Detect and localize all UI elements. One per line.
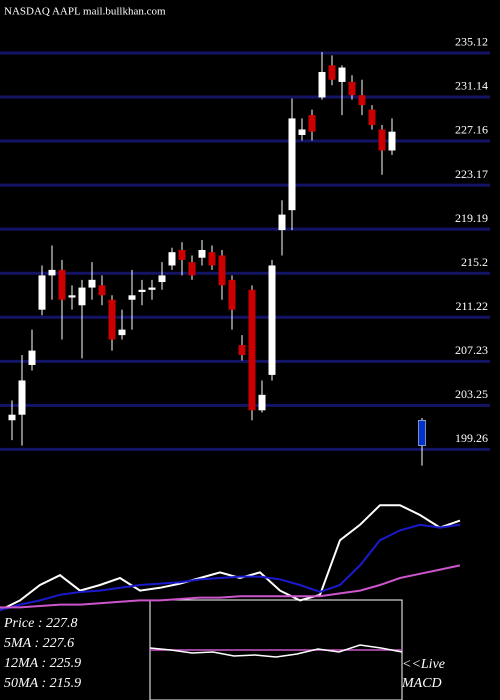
candle-body [38, 275, 46, 310]
indicator-line [0, 523, 461, 612]
info-separator: : [38, 656, 50, 671]
candle-body [268, 265, 276, 375]
candle-body [328, 65, 336, 80]
candle-body [28, 350, 36, 365]
info-value: 227.8 [46, 616, 78, 631]
y-tick-label: 211.22 [455, 299, 488, 313]
info-label: 50MA [4, 676, 39, 691]
y-tick-label: 215.2 [461, 255, 488, 269]
y-tick-label: 199.26 [455, 431, 488, 445]
candle-body [368, 109, 376, 126]
info-label: Price [3, 616, 34, 631]
info-label: 12MA [4, 656, 39, 671]
candle-body [168, 252, 176, 266]
candle-body [308, 115, 316, 132]
candle-body [8, 414, 16, 421]
candle-body [388, 131, 396, 151]
candle-body [218, 255, 226, 286]
candle-body [68, 295, 76, 298]
info-row: 12MA : 225.9 [4, 656, 81, 671]
candle-body [208, 252, 216, 266]
candle-body [298, 129, 306, 135]
candle-body [198, 249, 206, 258]
y-tick-label: 207.23 [455, 343, 488, 357]
info-value: 215.9 [50, 676, 82, 691]
candle-body [278, 214, 286, 231]
candle-body [288, 118, 296, 211]
candle-body [238, 345, 246, 356]
candle-body [158, 275, 166, 283]
y-tick-label: 235.12 [455, 35, 488, 49]
info-value: 225.9 [50, 656, 82, 671]
y-tick-label: 231.14 [455, 79, 488, 93]
indicator-line [0, 564, 461, 609]
macd-label: MACD [401, 676, 442, 691]
candle-body [178, 249, 186, 260]
candle-body [88, 279, 96, 288]
candle-body [138, 289, 146, 292]
y-tick-label: 223.17 [455, 167, 488, 181]
info-row: Price : 227.8 [3, 616, 78, 631]
info-separator: : [34, 616, 46, 631]
info-separator: : [31, 636, 43, 651]
candle-body [358, 95, 366, 106]
info-value: 227.6 [43, 636, 75, 651]
candle-body [248, 289, 256, 411]
candle-body [318, 71, 326, 98]
candle-body [98, 285, 106, 296]
candle-body [48, 269, 56, 276]
info-separator: : [38, 676, 50, 691]
candle-body [78, 287, 86, 306]
chart-title: NASDAQ AAPL mail.bullkhan.com [4, 6, 166, 18]
candle-body [18, 380, 26, 415]
candle-body [188, 262, 196, 276]
indicator-line [0, 504, 461, 612]
info-row: 5MA : 227.6 [4, 636, 74, 651]
candle-body [258, 394, 266, 411]
macd-live-label: <<Live [402, 657, 445, 672]
info-label: 5MA [4, 636, 32, 651]
macd-line [149, 644, 403, 658]
candle-body [108, 299, 116, 340]
y-tick-label: 203.25 [455, 387, 488, 401]
y-tick-label: 219.19 [455, 211, 488, 225]
candle-body [148, 287, 156, 290]
candle-body [128, 295, 136, 300]
y-tick-label: 227.16 [455, 123, 488, 137]
info-row: 50MA : 215.9 [4, 676, 81, 691]
candle-body [338, 67, 346, 82]
candle-body [348, 81, 356, 96]
candle-body [58, 269, 66, 300]
candle-body [378, 129, 386, 151]
candle-body [228, 279, 236, 310]
candle-body [118, 329, 126, 336]
candle-body [418, 419, 426, 446]
